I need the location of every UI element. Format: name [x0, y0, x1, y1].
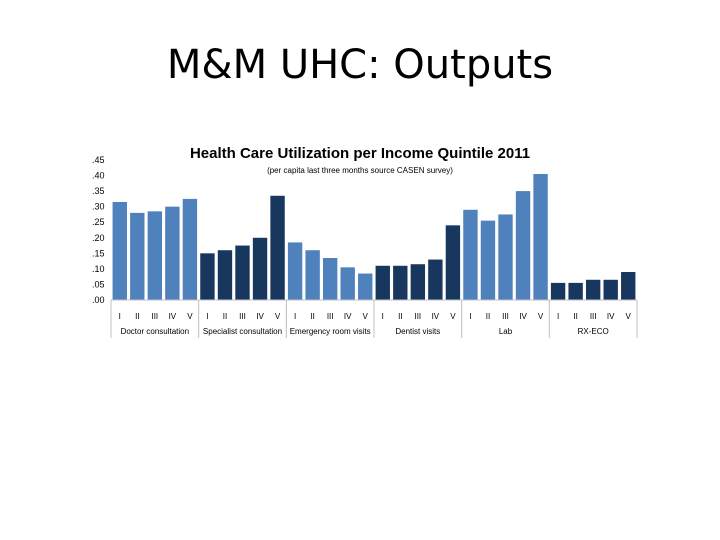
- quintile-tick-label: IV: [169, 312, 177, 321]
- quintile-tick-label: I: [557, 312, 559, 321]
- quintile-tick-label: V: [538, 312, 544, 321]
- bar: [287, 242, 303, 300]
- bar: [340, 267, 355, 300]
- bar: [463, 209, 478, 300]
- y-tick-label: .45: [92, 155, 105, 165]
- quintile-tick-label: II: [223, 312, 227, 321]
- category-label: Emergency room visits: [290, 327, 371, 336]
- bar: [305, 250, 320, 300]
- category-label: Specialist consultation: [203, 327, 282, 336]
- category-label: RX-ECO: [578, 327, 609, 336]
- quintile-tick-label: I: [469, 312, 471, 321]
- chart-title: Health Care Utilization per Income Quint…: [190, 145, 530, 162]
- bar: [585, 279, 601, 300]
- bar: [200, 253, 215, 300]
- bars: [112, 174, 636, 300]
- quintile-tick-label: I: [206, 312, 208, 321]
- bar: [568, 282, 583, 300]
- category-label: Doctor consultation: [121, 327, 189, 336]
- y-tick-label: .30: [92, 202, 105, 212]
- bar: [252, 237, 268, 300]
- y-tick-label: .15: [92, 248, 105, 258]
- quintile-tick-label: V: [626, 312, 632, 321]
- quintile-tick-label: II: [310, 312, 314, 321]
- quintile-tick-label: III: [327, 312, 334, 321]
- y-tick-label: .20: [92, 233, 105, 243]
- quintile-tick-label: IV: [607, 312, 615, 321]
- quintile-tick-label: I: [119, 312, 121, 321]
- bar: [515, 191, 531, 300]
- quintile-tick-label: III: [590, 312, 597, 321]
- bar: [358, 273, 373, 300]
- quintile-tick-label: IV: [344, 312, 352, 321]
- y-tick-label: .35: [92, 186, 105, 196]
- bar: [182, 198, 198, 300]
- quintile-tick-label: V: [450, 312, 456, 321]
- quintile-tick-label: IV: [256, 312, 264, 321]
- quintile-tick-label: I: [382, 312, 384, 321]
- bar: [621, 272, 636, 300]
- quintile-tick-label: IV: [519, 312, 527, 321]
- quintile-tick-label: II: [135, 312, 139, 321]
- bar: [235, 245, 250, 300]
- bar: [322, 258, 338, 300]
- bar: [165, 206, 180, 300]
- y-tick-label: .25: [92, 217, 105, 227]
- category-label: Lab: [499, 327, 513, 336]
- quintile-tick-label: V: [275, 312, 281, 321]
- slide-title: M&M UHC: Outputs: [166, 42, 554, 88]
- bar: [498, 214, 513, 300]
- y-axis: .00 .05 .10 .15 .20 .25 .30 .35 .40 .45: [92, 155, 105, 305]
- quintile-tick-label: IV: [432, 312, 440, 321]
- bar: [147, 211, 163, 300]
- bar: [428, 259, 443, 300]
- bar: [270, 195, 285, 300]
- y-tick-label: .00: [92, 295, 105, 305]
- bar: [217, 250, 233, 300]
- bar: [480, 220, 496, 300]
- y-tick-label: .05: [92, 279, 105, 289]
- chart-subtitle: (per capita last three months source CAS…: [267, 166, 453, 175]
- bar: [445, 225, 461, 300]
- category-label: Dentist visits: [395, 327, 440, 336]
- bar: [375, 265, 390, 300]
- quintile-tick-label: III: [151, 312, 158, 321]
- y-tick-label: .10: [92, 264, 105, 274]
- bar: [130, 212, 145, 300]
- quintile-tick-label: I: [294, 312, 296, 321]
- quintile-tick-label: II: [398, 312, 402, 321]
- quintile-tick-label: III: [502, 312, 509, 321]
- bar: [533, 174, 548, 300]
- quintile-tick-label: III: [414, 312, 421, 321]
- bar: [410, 264, 426, 300]
- y-tick-label: .40: [92, 171, 105, 181]
- bar: [112, 202, 127, 300]
- quintile-tick-label: V: [363, 312, 369, 321]
- bar: [393, 265, 408, 300]
- quintile-tick-label: II: [573, 312, 577, 321]
- quintile-tick-label: III: [239, 312, 246, 321]
- quintile-tick-label: V: [187, 312, 193, 321]
- bar: [550, 282, 566, 300]
- quintile-tick-label: II: [486, 312, 490, 321]
- bar: [603, 279, 618, 300]
